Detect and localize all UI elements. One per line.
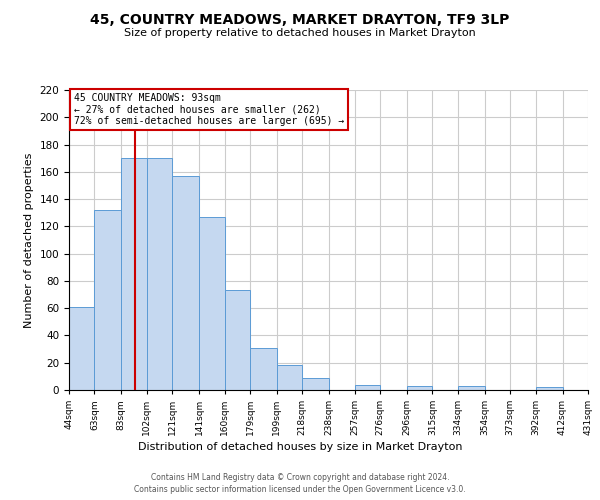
Text: Distribution of detached houses by size in Market Drayton: Distribution of detached houses by size … — [138, 442, 462, 452]
Bar — [277, 366, 302, 390]
Bar — [69, 307, 94, 390]
Text: 45 COUNTRY MEADOWS: 93sqm
← 27% of detached houses are smaller (262)
72% of semi: 45 COUNTRY MEADOWS: 93sqm ← 27% of detac… — [74, 93, 344, 126]
Bar — [355, 384, 380, 390]
Bar — [536, 388, 563, 390]
Bar — [224, 290, 250, 390]
Bar — [302, 378, 329, 390]
Text: Size of property relative to detached houses in Market Drayton: Size of property relative to detached ho… — [124, 28, 476, 38]
Text: Contains HM Land Registry data © Crown copyright and database right 2024.: Contains HM Land Registry data © Crown c… — [151, 472, 449, 482]
Y-axis label: Number of detached properties: Number of detached properties — [24, 152, 34, 328]
Text: Contains public sector information licensed under the Open Government Licence v3: Contains public sector information licen… — [134, 485, 466, 494]
Bar — [407, 386, 433, 390]
Bar — [121, 158, 147, 390]
Bar — [458, 386, 485, 390]
Bar — [147, 158, 172, 390]
Bar — [94, 210, 121, 390]
Bar — [172, 176, 199, 390]
Bar — [250, 348, 277, 390]
Bar — [199, 217, 224, 390]
Text: 45, COUNTRY MEADOWS, MARKET DRAYTON, TF9 3LP: 45, COUNTRY MEADOWS, MARKET DRAYTON, TF9… — [91, 12, 509, 26]
